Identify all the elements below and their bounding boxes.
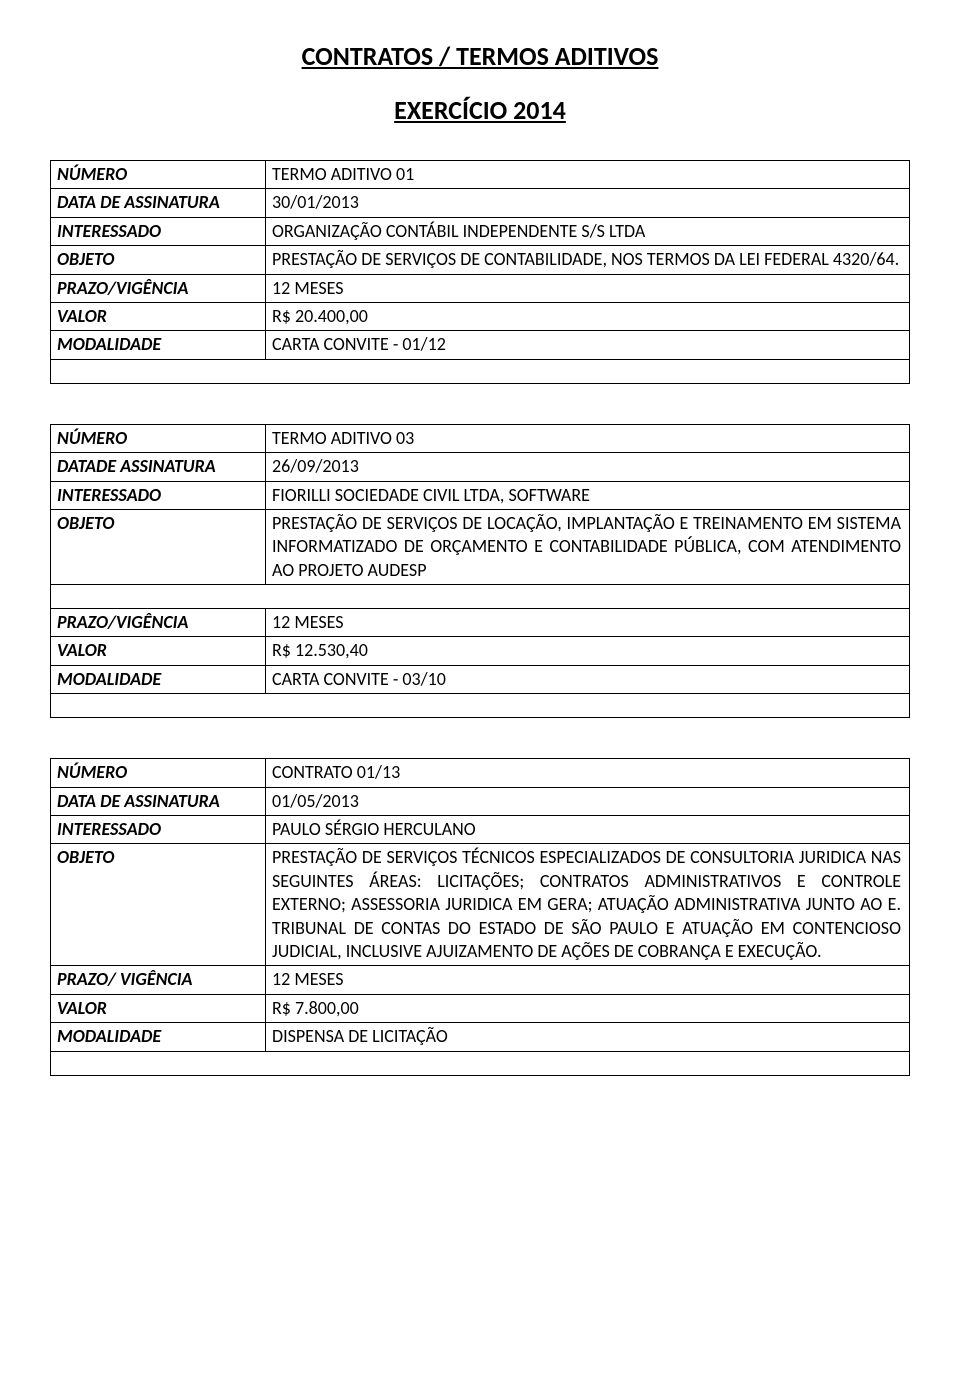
- table-row: VALOR R$ 20.400,00: [51, 302, 910, 330]
- label-modalidade: MODALIDADE: [51, 1023, 266, 1051]
- table-row: [51, 694, 910, 718]
- table-row: NÚMERO TERMO ADITIVO 03: [51, 424, 910, 452]
- table-row: OBJETO PRESTAÇÃO DE SERVIÇOS DE LOCAÇÃO,…: [51, 509, 910, 584]
- empty-row: [51, 585, 910, 609]
- table-row: OBJETO PRESTAÇÃO DE SERVIÇOS DE CONTABIL…: [51, 246, 910, 274]
- value-data: 01/05/2013: [266, 787, 910, 815]
- table-row: VALOR R$ 12.530,40: [51, 637, 910, 665]
- label-numero: NÚMERO: [51, 161, 266, 189]
- value-interessado: FIORILLI SOCIEDADE CIVIL LTDA, SOFTWARE: [266, 481, 910, 509]
- value-valor: R$ 7.800,00: [266, 994, 910, 1022]
- value-objeto: PRESTAÇÃO DE SERVIÇOS DE CONTABILIDADE, …: [266, 246, 910, 274]
- value-numero: CONTRATO 01/13: [266, 759, 910, 787]
- value-prazo: 12 MESES: [266, 609, 910, 637]
- label-interessado: INTERESSADO: [51, 217, 266, 245]
- table-row: DATA DE ASSINATURA 01/05/2013: [51, 787, 910, 815]
- value-data: 26/09/2013: [266, 453, 910, 481]
- label-prazo: PRAZO/ VIGÊNCIA: [51, 966, 266, 994]
- label-prazo: PRAZO/VIGÊNCIA: [51, 274, 266, 302]
- contract-table-3: NÚMERO CONTRATO 01/13 DATA DE ASSINATURA…: [50, 758, 910, 1075]
- label-objeto: OBJETO: [51, 246, 266, 274]
- table-row: PRAZO/VIGÊNCIA 12 MESES: [51, 274, 910, 302]
- value-numero: TERMO ADITIVO 03: [266, 424, 910, 452]
- table-row: [51, 359, 910, 383]
- table-row: INTERESSADO PAULO SÉRGIO HERCULANO: [51, 816, 910, 844]
- label-objeto: OBJETO: [51, 509, 266, 584]
- contract-table-2: NÚMERO TERMO ADITIVO 03 DATADE ASSINATUR…: [50, 424, 910, 719]
- value-prazo: 12 MESES: [266, 274, 910, 302]
- table-row: INTERESSADO ORGANIZAÇÃO CONTÁBIL INDEPEN…: [51, 217, 910, 245]
- empty-row: [51, 694, 910, 718]
- value-modalidade: CARTA CONVITE - 01/12: [266, 331, 910, 359]
- spacer: [50, 718, 910, 758]
- table-row: OBJETO PRESTAÇÃO DE SERVIÇOS TÉCNICOS ES…: [51, 844, 910, 966]
- contract-table-1: NÚMERO TERMO ADITIVO 01 DATA DE ASSINATU…: [50, 160, 910, 384]
- table-row: NÚMERO TERMO ADITIVO 01: [51, 161, 910, 189]
- value-interessado: PAULO SÉRGIO HERCULANO: [266, 816, 910, 844]
- value-prazo: 12 MESES: [266, 966, 910, 994]
- label-interessado: INTERESSADO: [51, 481, 266, 509]
- label-numero: NÚMERO: [51, 759, 266, 787]
- label-valor: VALOR: [51, 302, 266, 330]
- label-valor: VALOR: [51, 994, 266, 1022]
- value-objeto: PRESTAÇÃO DE SERVIÇOS TÉCNICOS ESPECIALI…: [266, 844, 910, 966]
- value-modalidade: DISPENSA DE LICITAÇÃO: [266, 1023, 910, 1051]
- page-title: CONTRATOS / TERMOS ADITIVOS: [50, 40, 910, 72]
- table-row: VALOR R$ 7.800,00: [51, 994, 910, 1022]
- value-objeto: PRESTAÇÃO DE SERVIÇOS DE LOCAÇÃO, IMPLAN…: [266, 509, 910, 584]
- table-row: MODALIDADE DISPENSA DE LICITAÇÃO: [51, 1023, 910, 1051]
- table-row: DATADE ASSINATURA 26/09/2013: [51, 453, 910, 481]
- empty-row: [51, 1051, 910, 1075]
- label-data: DATA DE ASSINATURA: [51, 787, 266, 815]
- table-row: DATA DE ASSINATURA 30/01/2013: [51, 189, 910, 217]
- table-row: MODALIDADE CARTA CONVITE - 01/12: [51, 331, 910, 359]
- label-modalidade: MODALIDADE: [51, 331, 266, 359]
- label-objeto: OBJETO: [51, 844, 266, 966]
- table-row: NÚMERO CONTRATO 01/13: [51, 759, 910, 787]
- page-subtitle: EXERCÍCIO 2014: [50, 94, 910, 126]
- label-interessado: INTERESSADO: [51, 816, 266, 844]
- table-row: PRAZO/ VIGÊNCIA 12 MESES: [51, 966, 910, 994]
- table-row: MODALIDADE CARTA CONVITE - 03/10: [51, 665, 910, 693]
- value-modalidade: CARTA CONVITE - 03/10: [266, 665, 910, 693]
- label-valor: VALOR: [51, 637, 266, 665]
- value-numero: TERMO ADITIVO 01: [266, 161, 910, 189]
- label-numero: NÚMERO: [51, 424, 266, 452]
- label-data: DATADE ASSINATURA: [51, 453, 266, 481]
- value-data: 30/01/2013: [266, 189, 910, 217]
- table-row: [51, 1051, 910, 1075]
- table-row: INTERESSADO FIORILLI SOCIEDADE CIVIL LTD…: [51, 481, 910, 509]
- value-interessado: ORGANIZAÇÃO CONTÁBIL INDEPENDENTE S/S LT…: [266, 217, 910, 245]
- spacer: [50, 384, 910, 424]
- label-modalidade: MODALIDADE: [51, 665, 266, 693]
- value-valor: R$ 12.530,40: [266, 637, 910, 665]
- table-row: PRAZO/VIGÊNCIA 12 MESES: [51, 609, 910, 637]
- table-row: [51, 585, 910, 609]
- label-data: DATA DE ASSINATURA: [51, 189, 266, 217]
- label-prazo: PRAZO/VIGÊNCIA: [51, 609, 266, 637]
- empty-row: [51, 359, 910, 383]
- value-valor: R$ 20.400,00: [266, 302, 910, 330]
